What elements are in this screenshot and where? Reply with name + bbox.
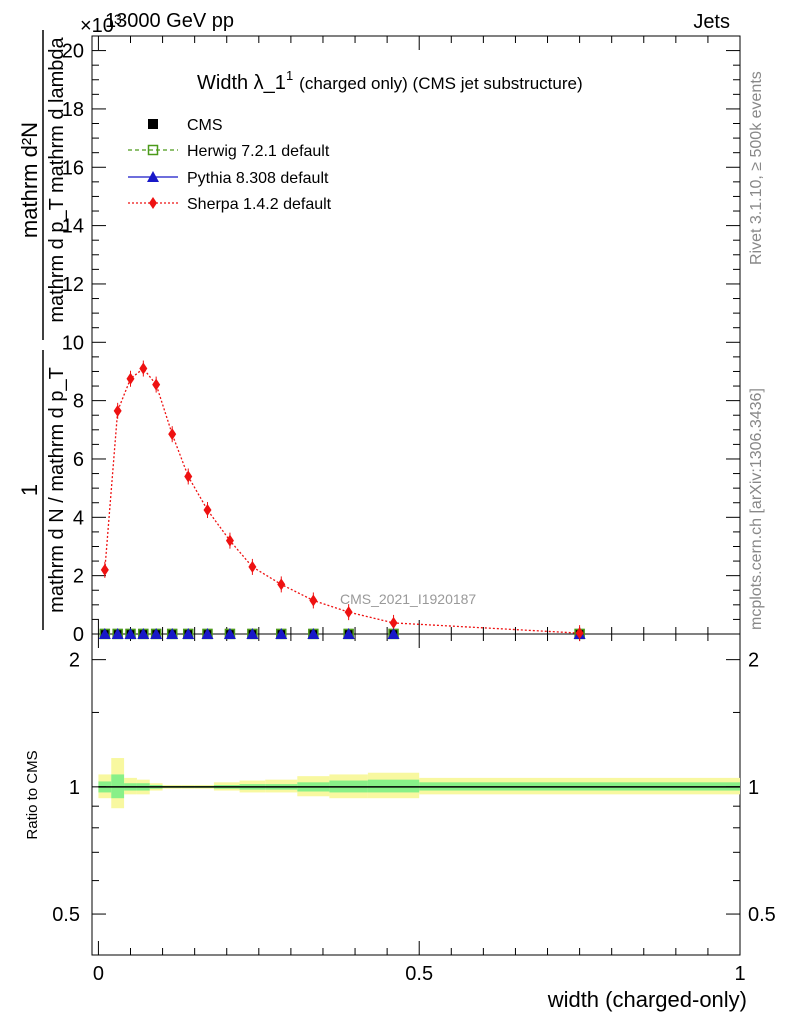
series-point-2 (150, 627, 163, 639)
y-tick-label: 12 (62, 274, 84, 296)
y-tick-label: 18 (62, 99, 84, 121)
sherpa-point (152, 378, 161, 391)
header-right: Jets (693, 11, 730, 33)
sherpa-point (113, 404, 122, 417)
y-tick-label: 0 (73, 624, 84, 646)
y-tick-label: 10 (62, 332, 84, 354)
legend-label: Pythia 8.308 default (187, 170, 329, 187)
chart-title: Width λ_11 (charged only) (CMS jet substr… (197, 68, 583, 94)
x-axis-label: width (charged-only) (547, 987, 747, 1012)
series-point-2 (223, 627, 236, 639)
legend-marker (148, 119, 158, 129)
sherpa-point (389, 616, 398, 629)
series-point-2 (275, 627, 288, 639)
ratio-y-tick-label-right: 0.5 (748, 904, 776, 926)
title-main: Width λ_1 (197, 72, 286, 94)
data-series (98, 360, 586, 642)
x-tick-label: 0.5 (405, 963, 433, 985)
ratio-y-tick-label: 2 (69, 650, 80, 672)
y-tick-label: 2 (73, 566, 84, 588)
y-tick-label: 16 (62, 157, 84, 179)
ylabel-prefix-top: 1 (17, 484, 42, 496)
exponent-label: ×103 (80, 11, 122, 37)
x-tick-label: 0 (93, 963, 104, 985)
legend-marker (147, 171, 159, 182)
sherpa-point (100, 563, 109, 576)
series-point-2 (182, 627, 195, 639)
series-point-2 (166, 627, 179, 639)
x-tick-label: 1 (734, 963, 745, 985)
legend-marker (149, 197, 157, 209)
sherpa-point (248, 560, 257, 573)
title-sup: 1 (286, 68, 293, 83)
sherpa-point (203, 504, 212, 517)
y-tick-label: 4 (73, 507, 84, 529)
series-point-2 (98, 627, 111, 639)
y-tick-label: 6 (73, 449, 84, 471)
sherpa-point (225, 534, 234, 547)
legend: CMS Herwig 7.2.1 default Pythia 8.308 defa… (128, 117, 332, 213)
series-point-2 (111, 627, 124, 639)
ratio-y-tick-label: 0.5 (52, 904, 80, 926)
series-point-2 (246, 627, 259, 639)
ratio-inner-band (367, 779, 420, 793)
series-point-2 (201, 627, 214, 639)
sherpa-point (575, 627, 584, 640)
series-point-2 (307, 627, 320, 639)
ratio-y-label: Ratio to CMS (24, 750, 41, 839)
sherpa-point (126, 372, 135, 385)
ratio-y-tick-label: 1 (69, 777, 80, 799)
main-y-label: 1 mathrm d N / mathrm d p_T mathrm d²N m… (17, 30, 68, 630)
ylabel-prefix-bottom: mathrm d N / mathrm d p_T (46, 367, 68, 613)
ylabel-bottom: mathrm d p_T mathrm d lambda (46, 36, 68, 322)
legend-label: Sherpa 1.4.2 default (187, 196, 332, 213)
sherpa-point (344, 606, 353, 619)
sherpa-line (104, 367, 580, 634)
series-point-2 (387, 627, 400, 639)
series-point-2 (124, 627, 137, 639)
exponent-power: 3 (114, 11, 122, 27)
y-tick-label: 14 (62, 216, 84, 238)
sherpa-point (184, 470, 193, 483)
mcplots-side-label: mcplots.cern.ch [arXiv:1306.3436] (748, 388, 765, 630)
sherpa-point (168, 428, 177, 441)
sherpa-point (139, 362, 148, 375)
ratio-y-tick-label-right: 1 (748, 777, 759, 799)
ratio-y-tick-label-right: 2 (748, 650, 759, 672)
legend-label: CMS (187, 117, 223, 134)
ratio-panel-frame (91, 633, 741, 956)
legend-label: Herwig 7.2.1 default (187, 143, 330, 160)
title-rest: (charged only) (CMS jet substructure) (299, 74, 582, 93)
rivet-side-label: Rivet 3.1.10, ≥ 500k events (748, 71, 765, 265)
series-point-2 (342, 627, 355, 639)
ratio-bands (98, 758, 740, 809)
y-tick-label: 20 (62, 41, 84, 63)
analysis-watermark: CMS_2021_I1920187 (340, 591, 476, 607)
sherpa-point (277, 578, 286, 591)
legend-marker (147, 144, 159, 156)
ylabel-top: mathrm d²N (17, 122, 42, 238)
y-tick-label: 8 (73, 391, 84, 413)
header-left: 13000 GeV pp (105, 10, 234, 32)
series-point-2 (137, 627, 150, 639)
sherpa-point (309, 594, 318, 607)
